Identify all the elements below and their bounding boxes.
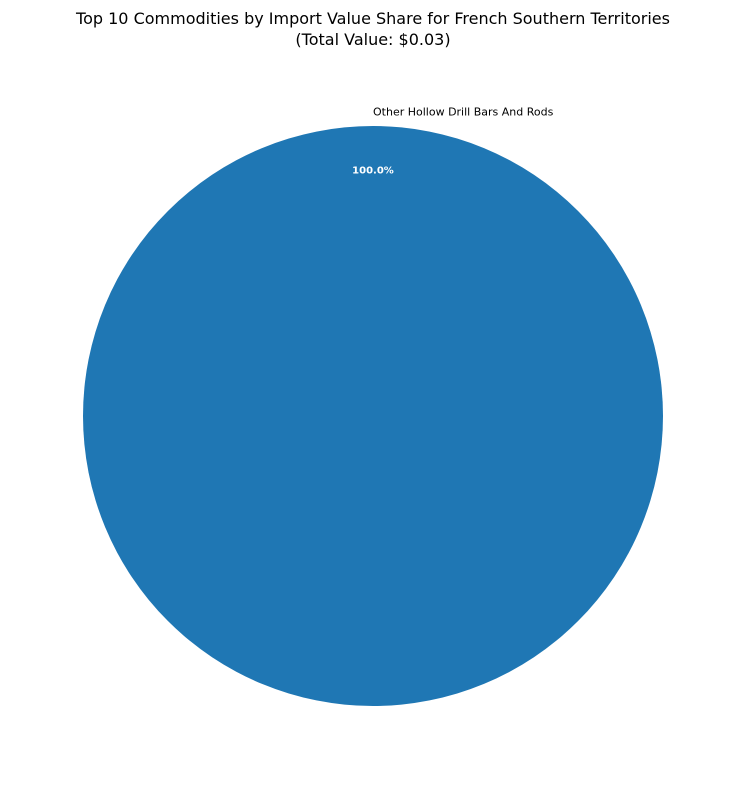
- chart-subtitle: (Total Value: $0.03): [295, 30, 450, 49]
- chart-title: Top 10 Commodities by Import Value Share…: [75, 9, 670, 28]
- pie-slice: [83, 126, 663, 706]
- slice-category-label: Other Hollow Drill Bars And Rods: [373, 106, 554, 119]
- slice-percent-label: 100.0%: [352, 166, 394, 177]
- pie-labels: 100.0% Other Hollow Drill Bars And Rods: [352, 106, 553, 177]
- pie-slices: [83, 126, 663, 706]
